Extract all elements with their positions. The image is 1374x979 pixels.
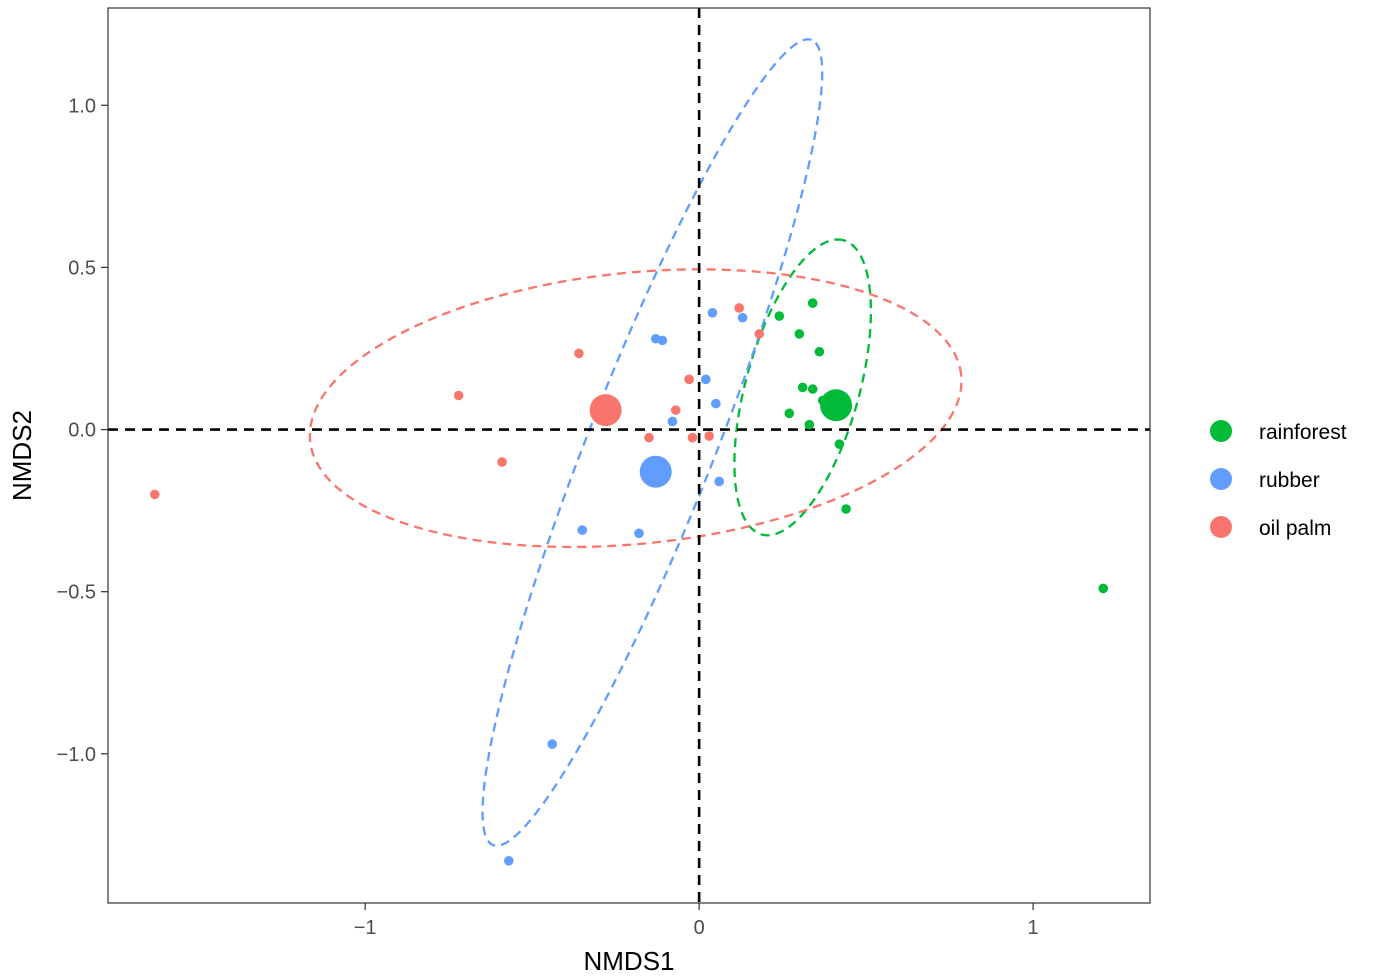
point-rainforest: [774, 311, 785, 321]
legend-label-oil-palm: oil palm: [1259, 517, 1331, 540]
centroid-oil-palm: [589, 394, 622, 427]
legend-key-oil-palm: [1210, 516, 1232, 538]
point-oil-palm: [453, 390, 464, 401]
point-rubber: [667, 416, 678, 427]
point-rainforest: [834, 439, 845, 449]
legend-key-rubber: [1210, 468, 1232, 490]
x-axis-title: NMDS1: [583, 946, 674, 976]
y-tick-label: 1.0: [68, 95, 96, 117]
point-oil-palm: [754, 329, 765, 339]
point-rainforest: [784, 408, 795, 419]
x-tick-label: −1: [354, 917, 377, 939]
point-oil-palm: [149, 489, 160, 500]
point-rubber: [737, 312, 748, 323]
y-tick-label: −0.5: [57, 582, 96, 604]
point-rainforest: [804, 419, 815, 430]
legend-key-rainforest: [1210, 420, 1232, 442]
point-rubber: [711, 398, 721, 409]
y-tick-label: 0.5: [68, 257, 96, 279]
plot-panel-border: [107, 7, 1151, 904]
y-axis-title: NMDS2: [7, 410, 37, 501]
centroid-rainforest: [820, 389, 853, 422]
ellipse-oil-palm: [308, 268, 963, 549]
point-rubber: [707, 308, 718, 318]
point-rubber: [503, 856, 514, 866]
point-oil-palm: [497, 457, 507, 467]
legend: rainforest rubber oil palm: [1210, 420, 1347, 540]
point-oil-palm: [574, 348, 584, 359]
y-axis: −1.0 −0.5 0.0 0.5 1.0: [57, 95, 108, 766]
centroid-rubber: [639, 455, 672, 488]
x-axis: −1 0 1: [354, 903, 1039, 939]
legend-label-rainforest: rainforest: [1259, 421, 1347, 444]
point-oil-palm: [734, 303, 745, 313]
x-tick-label: 0: [694, 917, 705, 939]
point-rubber: [714, 476, 724, 487]
point-oil-palm: [670, 405, 681, 415]
point-rainforest: [1098, 583, 1109, 594]
point-oil-palm: [684, 374, 694, 385]
confidence-ellipses: [308, 38, 963, 847]
point-rainforest: [807, 384, 818, 394]
group-centroids: [589, 389, 853, 488]
ellipse-rubber: [481, 38, 824, 847]
legend-label-rubber: rubber: [1259, 469, 1320, 492]
point-rubber: [701, 374, 711, 385]
ellipse-rainforest: [733, 238, 873, 537]
point-rainforest: [841, 504, 851, 514]
point-rubber: [657, 335, 668, 346]
point-rainforest: [814, 346, 825, 357]
y-tick-label: −1.0: [57, 744, 96, 766]
point-rainforest: [794, 329, 805, 339]
point-rainforest: [807, 298, 818, 308]
point-oil-palm: [687, 432, 698, 443]
x-tick-label: 1: [1028, 917, 1039, 939]
reference-lines: [108, 8, 1150, 903]
point-rubber: [547, 739, 557, 749]
point-oil-palm: [644, 432, 654, 443]
point-rubber: [634, 528, 644, 539]
point-rainforest: [797, 382, 808, 393]
point-rubber: [577, 525, 588, 535]
y-tick-label: 0.0: [68, 420, 96, 442]
point-oil-palm: [704, 431, 714, 441]
